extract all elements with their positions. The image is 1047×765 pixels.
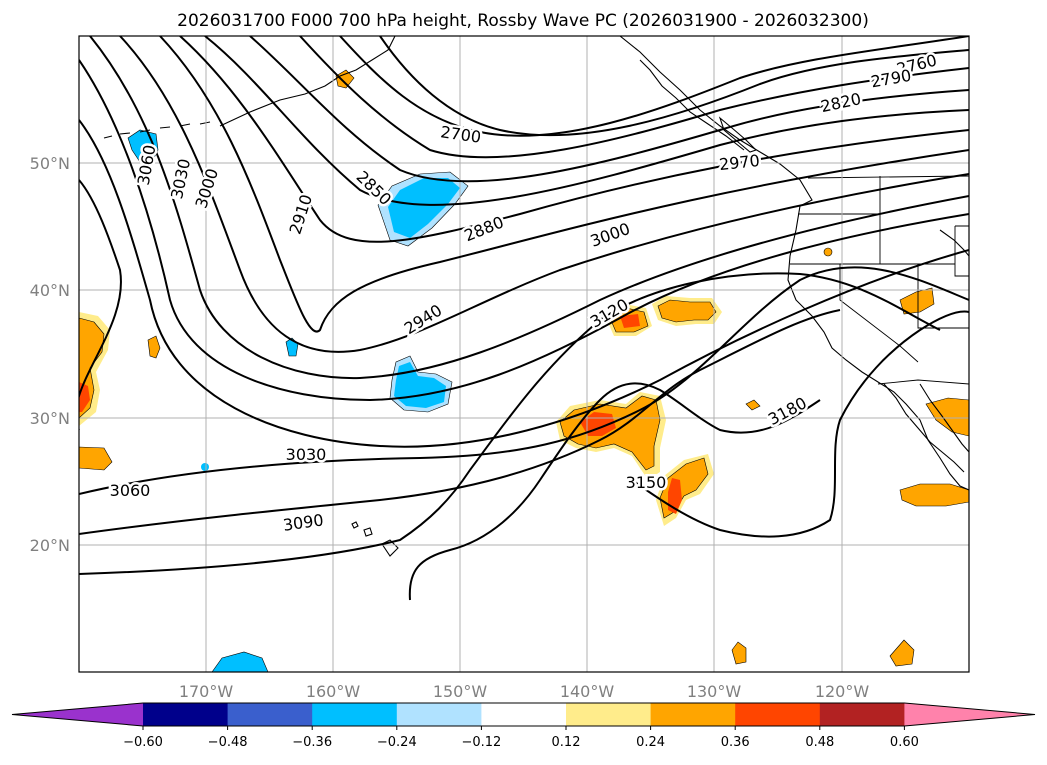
neg-anomaly-gulf-core [388, 178, 460, 238]
map-background [79, 36, 969, 672]
contour-2820 [249, 36, 969, 183]
coast-gulf-cal [919, 383, 969, 453]
pos-anomaly-ne2-core [657, 299, 717, 323]
border-us-mexico [877, 379, 969, 385]
aleutian-islands [103, 121, 211, 139]
coast-bc-inner [639, 59, 745, 151]
coastlines [103, 36, 969, 557]
neg-anomaly-dot [201, 463, 209, 471]
pos-anomaly-dot-2 [731, 641, 747, 665]
lon-label: 140°W [560, 682, 615, 701]
contour-3000 [79, 59, 969, 402]
contour-2880 [179, 36, 969, 243]
contour-2910 [159, 36, 969, 333]
hawaii-1 [381, 539, 399, 557]
colorbar-segment [396, 703, 482, 726]
pos-anomaly-ca [899, 287, 935, 315]
anomaly-shading [79, 69, 969, 672]
colorbar-tick-label: −0.48 [208, 735, 248, 750]
lon-label: 150°W [433, 682, 488, 701]
colorbar-tick-label: 0.60 [890, 735, 919, 750]
pos-anomaly-west-low [79, 446, 113, 471]
border-ut [954, 225, 969, 277]
colorbar-segment [227, 703, 313, 726]
coast-mexico [939, 229, 969, 257]
colorbar-extend-low [12, 703, 143, 726]
longitude-axis: 170°W 160°W 150°W 140°W 130°W 120°W [179, 682, 870, 701]
map-frame [78, 35, 970, 673]
pos-anomaly-small-west [147, 335, 161, 359]
colorbar-extend-high [904, 703, 1035, 726]
lon-label: 120°W [815, 682, 870, 701]
pos-anomaly-baja-1 [925, 397, 969, 437]
contour-3060-south [79, 266, 969, 495]
pos-anomaly-baja-2 [899, 483, 969, 507]
colorbar: −0.60 −0.48 −0.36 −0.24 −0.12 0.12 0.24 0.36 0.4… [11, 702, 1036, 750]
contour-3090 [79, 309, 841, 535]
contour-label-3030-south: 3030 [286, 445, 327, 464]
map-panel: 2700 2760 2790 2820 2850 2880 2910 2940 … [78, 35, 970, 673]
coast-west-us [787, 205, 969, 491]
border-nv-az [917, 264, 969, 329]
border-us-canada [807, 175, 969, 179]
vancouver-island [718, 116, 758, 153]
colorbar-segment [566, 703, 652, 726]
contour-label-3150: 3150 [626, 473, 667, 492]
lat-label: 30°N [30, 409, 70, 428]
coast-baja [883, 383, 965, 473]
colorbar-tick-label: −0.60 [123, 735, 163, 750]
latitude-axis: 50°N 40°N 30°N 20°N [30, 154, 70, 555]
map-title: 2026031700 F000 700 hPa height, Rossby W… [177, 11, 869, 31]
neg-anomaly-south [211, 651, 269, 672]
pos-anomaly-south-central-high [668, 478, 682, 514]
contour-2760 [379, 36, 969, 137]
contour-2940 [119, 36, 969, 353]
lat-label: 50°N [30, 154, 70, 173]
hawaii-3 [351, 521, 359, 529]
colorbar-segment [735, 703, 821, 726]
colorbar-tick-label: 0.36 [721, 735, 750, 750]
contour-2850 [204, 36, 969, 206]
contour-2790 [299, 36, 969, 159]
colorbar-tick-label: 0.12 [552, 735, 581, 750]
lon-label: 130°W [687, 682, 742, 701]
contour-3180 [631, 310, 969, 538]
contour-label-3060-south: 3060 [110, 481, 151, 500]
lat-label: 40°N [30, 281, 70, 300]
colorbar-segment [650, 703, 736, 726]
lon-label: 160°W [306, 682, 361, 701]
pos-anomaly-small-dot [823, 247, 833, 257]
lon-label: 170°W [179, 682, 234, 701]
pos-anomaly-ne-high [620, 314, 640, 328]
colorbar-tick-label: −0.12 [461, 735, 501, 750]
contour-2970 [89, 36, 969, 380]
colorbar-tick-label: −0.36 [292, 735, 332, 750]
contour-3030 [79, 119, 969, 448]
colorbar-tick-label: −0.24 [377, 735, 417, 750]
colorbar-segment [143, 703, 229, 726]
pos-anomaly-alaska [335, 69, 355, 89]
contour-3120 [79, 272, 941, 575]
hawaii-2 [363, 527, 373, 537]
contour-3150 [408, 382, 821, 601]
lat-label: 20°N [30, 536, 70, 555]
gridlines [79, 36, 969, 672]
colorbar-segment [481, 703, 567, 726]
contour-2700 [339, 36, 969, 137]
coast-se-alaska [619, 36, 813, 207]
colorbar-tick-label: 0.48 [805, 735, 834, 750]
pos-anomaly-dot-1 [745, 399, 761, 411]
colorbar-segment [819, 703, 905, 726]
colorbar-tick-label: 0.24 [636, 735, 665, 750]
colorbar-segment [312, 703, 398, 726]
height-contours [79, 36, 969, 601]
pos-anomaly-dot-3 [889, 639, 915, 667]
